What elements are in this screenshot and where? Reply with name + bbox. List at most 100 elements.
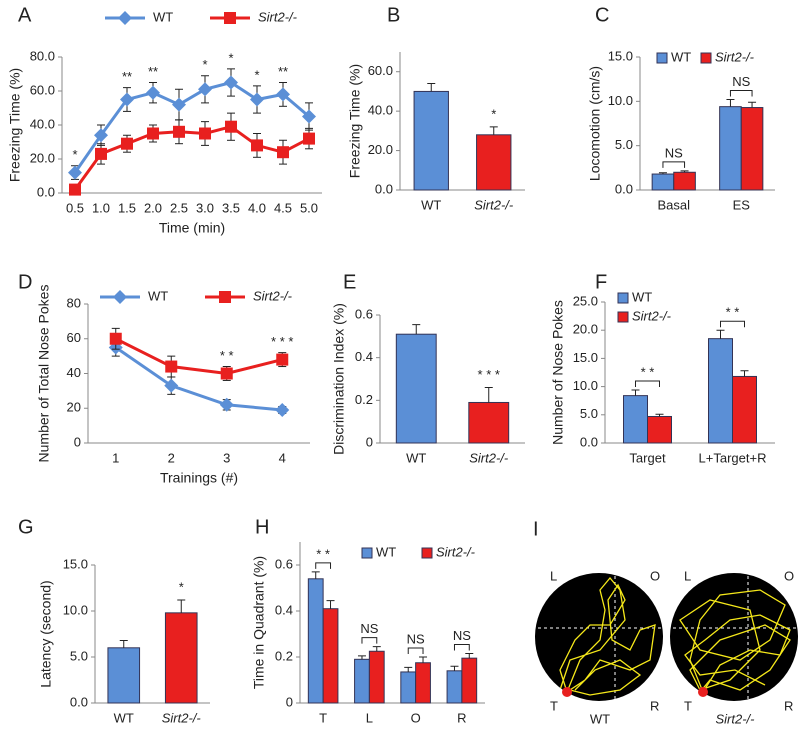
- bar: [322, 608, 339, 704]
- bar: [651, 173, 675, 191]
- significance: **: [122, 69, 132, 84]
- y-tick-label: 0.2: [355, 392, 373, 407]
- bar: [354, 658, 370, 704]
- error-bar: [748, 101, 757, 108]
- bar: [415, 662, 431, 704]
- marker: [219, 397, 234, 412]
- platform: [698, 687, 708, 697]
- marker: [276, 353, 289, 366]
- legend-marker: [219, 291, 231, 303]
- bracket: [662, 161, 686, 168]
- bar: [468, 401, 510, 444]
- bar: [476, 134, 512, 191]
- x-axis-label: Trainings (#): [160, 470, 238, 486]
- error-bar: [726, 99, 735, 107]
- significance: NS: [732, 74, 750, 89]
- legend-label: Sirt2-/-: [436, 544, 476, 559]
- x-tick-label: ES: [733, 197, 751, 212]
- significance: *: [254, 67, 259, 82]
- legend-label: WT: [671, 49, 691, 64]
- significance: **: [278, 64, 288, 79]
- legend-swatch: [421, 547, 433, 559]
- significance: NS: [665, 145, 683, 160]
- panel-label: H: [255, 516, 269, 538]
- bracket: [407, 647, 424, 654]
- y-axis-label: Locomotion (cm/s): [587, 66, 603, 181]
- significance: **: [148, 64, 158, 79]
- pool: [670, 573, 798, 701]
- pool: [535, 573, 663, 701]
- panel-label: F: [595, 271, 607, 293]
- platform: [562, 687, 572, 697]
- legend-marker: [224, 12, 236, 24]
- marker: [277, 146, 289, 159]
- marker: [120, 92, 134, 107]
- x-tick-label: L: [366, 710, 373, 725]
- bar: [740, 107, 764, 191]
- significance: * * *: [271, 334, 293, 349]
- error-bar: [658, 172, 667, 175]
- quadrant-label: O: [784, 568, 794, 583]
- panel-label: C: [595, 4, 609, 26]
- error-bar: [484, 387, 493, 403]
- significance: * *: [316, 546, 330, 561]
- panel-label: E: [343, 271, 356, 293]
- x-tick-label: R: [457, 710, 466, 725]
- y-tick-label: 25.0: [573, 293, 598, 308]
- marker: [147, 127, 159, 140]
- bar: [446, 670, 463, 704]
- significance: *: [179, 579, 184, 594]
- bar: [368, 650, 385, 704]
- panel-label: D: [18, 271, 32, 293]
- marker: [199, 127, 211, 140]
- marker: [220, 367, 233, 380]
- error-bar: [357, 655, 366, 660]
- y-tick-label: 60: [67, 330, 81, 345]
- legend-label: WT: [632, 289, 652, 304]
- bracket: [635, 380, 660, 387]
- y-tick-label: 0.0: [615, 181, 633, 196]
- marker: [172, 97, 186, 112]
- error-bar: [372, 646, 381, 652]
- x-tick-label: 3: [223, 450, 230, 465]
- error-bar: [404, 666, 413, 672]
- y-tick-label: 0.4: [275, 602, 293, 617]
- quadrant-label: T: [684, 698, 692, 713]
- significance: NS: [407, 631, 425, 646]
- significance: *: [491, 106, 496, 121]
- y-tick-label: 40.0: [368, 103, 393, 118]
- x-tick-label: 3.5: [222, 200, 240, 215]
- legend-label: Sirt2-/-: [258, 9, 298, 24]
- x-tick-label: Sirt2-/-: [162, 710, 202, 725]
- bar: [395, 333, 437, 444]
- y-tick-label: 5.0: [580, 406, 598, 421]
- x-tick-label: 4: [279, 450, 286, 465]
- legend-label: Sirt2-/-: [632, 308, 672, 323]
- y-axis-label: Freezing Time (%): [7, 68, 23, 182]
- marker: [109, 332, 122, 345]
- x-tick-label: L+Target+R: [699, 450, 767, 465]
- legend-swatch: [700, 52, 712, 64]
- marker: [251, 139, 263, 152]
- bar: [400, 671, 417, 704]
- series-line: [73, 80, 310, 174]
- quadrant-label: R: [784, 698, 793, 713]
- group-label: WT: [590, 711, 610, 726]
- y-tick-label: 0: [286, 694, 293, 709]
- marker: [225, 120, 237, 133]
- marker: [94, 128, 108, 143]
- error-bar: [740, 370, 749, 377]
- bar: [708, 338, 733, 444]
- error-bar: [177, 599, 186, 613]
- x-axis-label: Time (min): [159, 220, 225, 236]
- error-bar: [427, 83, 436, 92]
- y-tick-label: 5.0: [615, 137, 633, 152]
- quadrant-label: T: [550, 698, 558, 713]
- marker: [303, 132, 315, 145]
- bracket: [720, 320, 745, 328]
- y-axis-label: Latency (second): [38, 580, 54, 687]
- error-bar: [489, 126, 498, 135]
- legend-marker: [118, 11, 132, 25]
- x-tick-label: Sirt2-/-: [474, 197, 514, 212]
- marker: [250, 92, 264, 107]
